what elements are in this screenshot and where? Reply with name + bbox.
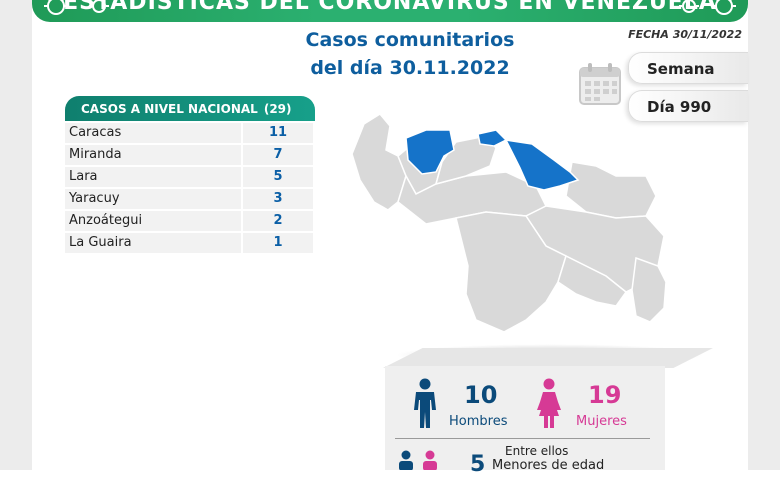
men-count: 10 [464,381,498,409]
virus-icon [89,0,109,13]
map-region-caracas [477,129,508,147]
map-region-west [351,113,407,211]
header-title: ESTADÍSTICAS DEL CORONAVIRUS EN VENEZUEL… [63,0,717,15]
table-row: Lara 5 [65,167,315,187]
stats-divider [395,438,650,439]
table-header: CASOS A NIVEL NACIONAL (29) [65,96,315,121]
minors-label: Menores de edad [492,458,605,473]
header-banner: ESTADÍSTICAS DEL CORONAVIRUS EN VENEZUEL… [32,0,748,22]
map-region-amazonas [455,211,567,333]
table-row: Anzoátegui 2 [65,211,315,231]
state-value: 3 [243,189,313,209]
national-cases-table: CASOS A NIVEL NACIONAL (29) Caracas 11 Mi… [65,96,315,253]
state-value: 2 [243,211,313,231]
woman-icon [537,378,561,428]
state-value: 7 [243,145,313,165]
state-name: Yaracuy [65,189,241,209]
man-icon [414,378,436,428]
table-row: Caracas 11 [65,123,315,143]
state-value: 1 [243,233,313,253]
map-region-lara-yaracuy [405,129,455,175]
map-region-delta [631,256,667,323]
table-title: CASOS A NIVEL NACIONAL [81,102,258,116]
woman-icon [423,450,437,470]
subtitle: Casos comunitarios del día 30.11.2022 [300,26,520,82]
minors-count: 5 [470,452,486,477]
table-row: La Guaira 1 [65,233,315,253]
calendar-icon [579,63,621,105]
date-label: FECHA 30/11/2022 [628,28,742,41]
map-region-miranda-anzoategui [504,139,580,191]
state-name: Lara [65,167,241,187]
subtitle-line-1: Casos comunitarios [305,29,515,51]
day-badge: Día 990 [628,90,748,122]
map-region-center [434,135,497,186]
week-badge: Semana 142 [628,52,748,110]
table-row: Miranda 7 [65,145,315,165]
virus-icon [712,0,736,15]
state-name: Miranda [65,145,241,165]
virus-icon [44,0,68,15]
subtitle-line-2: del día 30.11.2022 [310,57,510,79]
state-name: La Guaira [65,233,241,253]
state-name: Caracas [65,123,241,143]
women-count: 19 [588,381,622,409]
stats-panel-top [383,348,713,368]
left-margin [0,0,32,470]
man-icon [399,450,413,470]
entre-ellos-label: Entre ellos [505,444,569,458]
state-name: Anzoátegui [65,211,241,231]
table-total: (29) [263,102,292,116]
state-value: 5 [243,167,313,187]
table-row: Yaracuy 3 [65,189,315,209]
right-margin [748,0,780,470]
virus-icon [679,0,699,13]
map-region-bolivar-south [557,254,628,307]
venezuela-map [351,113,667,333]
men-label: Hombres [449,414,508,429]
map-region-east [565,161,657,219]
state-value: 11 [243,123,313,143]
women-label: Mujeres [576,414,627,429]
